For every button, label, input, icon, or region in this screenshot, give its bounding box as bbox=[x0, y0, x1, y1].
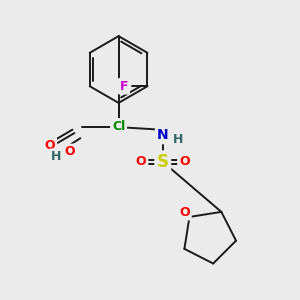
Text: O: O bbox=[179, 155, 190, 168]
Text: Cl: Cl bbox=[112, 120, 125, 133]
Text: N: N bbox=[157, 128, 169, 142]
Text: H: H bbox=[173, 133, 184, 146]
Text: O: O bbox=[179, 206, 190, 218]
Text: O: O bbox=[136, 155, 146, 168]
Text: O: O bbox=[64, 146, 75, 158]
Text: O: O bbox=[45, 139, 55, 152]
Text: S: S bbox=[157, 153, 169, 171]
Text: H: H bbox=[51, 150, 61, 164]
Text: F: F bbox=[120, 80, 128, 93]
